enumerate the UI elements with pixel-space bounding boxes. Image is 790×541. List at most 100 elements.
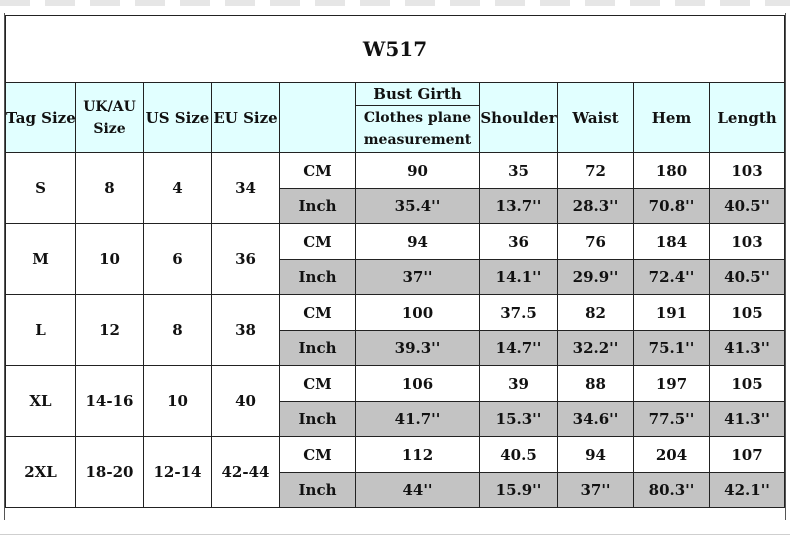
cell-tag-size: XL <box>5 365 76 437</box>
cell-length-inch: 40.5'' <box>708 188 786 224</box>
cell-uk-au-size: 12 <box>75 294 144 366</box>
cell-shoulder-inch: 14.1'' <box>479 259 558 295</box>
cell-unit-inch: Inch <box>279 259 356 295</box>
cell-unit-cm: CM <box>279 365 356 402</box>
cell-unit-cm: CM <box>279 294 356 331</box>
cell-waist-cm: 72 <box>557 152 634 189</box>
cell-hem-cm: 184 <box>633 223 710 260</box>
cell-eu-size: 36 <box>211 223 280 295</box>
cell-bust-cm: 94 <box>355 223 480 260</box>
cell-bust-inch: 39.3'' <box>355 330 480 366</box>
cell-unit-cm: CM <box>279 223 356 260</box>
header-shoulder: Shoulder <box>479 82 558 153</box>
header-us-size: US Size <box>143 82 212 153</box>
cell-uk-au-size: 18-20 <box>75 436 144 508</box>
cell-hem-inch: 70.8'' <box>633 188 710 224</box>
cell-bust-cm: 100 <box>355 294 480 331</box>
cell-tag-size: M <box>5 223 76 295</box>
header-bust-subtitle: Clothes plane measurement <box>355 105 480 153</box>
cell-shoulder-inch: 14.7'' <box>479 330 558 366</box>
cell-length-inch: 40.5'' <box>708 259 786 295</box>
chart-title: W517 <box>4 15 786 83</box>
cell-length-inch: 42.1'' <box>708 472 786 508</box>
cell-bust-cm: 112 <box>355 436 480 473</box>
cell-waist-cm: 76 <box>557 223 634 260</box>
cell-bust-inch: 37'' <box>355 259 480 295</box>
cell-unit-cm: CM <box>279 152 356 189</box>
header-bust-sub-line1: Clothes plane <box>363 110 472 126</box>
cell-hem-inch: 72.4'' <box>633 259 710 295</box>
header-uk-au-line1: UK/AU <box>83 98 136 115</box>
header-uk-au-line2: Size <box>93 120 126 137</box>
cell-waist-inch: 32.2'' <box>557 330 634 366</box>
cell-waist-inch: 37'' <box>557 472 634 508</box>
cell-unit-inch: Inch <box>279 401 356 437</box>
cell-bust-inch: 41.7'' <box>355 401 480 437</box>
header-uk-au-size: UK/AU Size <box>75 82 144 153</box>
cell-eu-size: 34 <box>211 152 280 224</box>
cell-hem-cm: 180 <box>633 152 710 189</box>
cell-hem-inch: 75.1'' <box>633 330 710 366</box>
cell-waist-cm: 82 <box>557 294 634 331</box>
cell-shoulder-cm: 36 <box>479 223 558 260</box>
bottom-divider <box>0 534 790 535</box>
table-frame <box>4 13 786 520</box>
cell-waist-cm: 94 <box>557 436 634 473</box>
header-bust-sub-line2: measurement <box>363 132 472 148</box>
cell-unit-inch: Inch <box>279 330 356 366</box>
cell-length-cm: 107 <box>708 436 786 473</box>
cell-hem-cm: 191 <box>633 294 710 331</box>
cell-hem-inch: 80.3'' <box>633 472 710 508</box>
cell-hem-cm: 197 <box>633 365 710 402</box>
cell-tag-size: L <box>5 294 76 366</box>
cell-waist-inch: 28.3'' <box>557 188 634 224</box>
cell-length-inch: 41.3'' <box>708 330 786 366</box>
size-chart-table: W517 Tag Size UK/AU Size US Size EU Size… <box>4 15 786 508</box>
cell-shoulder-inch: 15.3'' <box>479 401 558 437</box>
cell-unit-inch: Inch <box>279 472 356 508</box>
cell-uk-au-size: 8 <box>75 152 144 224</box>
cell-unit-inch: Inch <box>279 188 356 224</box>
cell-bust-inch: 44'' <box>355 472 480 508</box>
cell-shoulder-cm: 37.5 <box>479 294 558 331</box>
cell-uk-au-size: 10 <box>75 223 144 295</box>
cell-eu-size: 40 <box>211 365 280 437</box>
cell-hem-inch: 77.5'' <box>633 401 710 437</box>
cell-us-size: 4 <box>143 152 212 224</box>
top-dashed-line <box>0 0 790 6</box>
cell-length-cm: 103 <box>708 152 786 189</box>
cell-us-size: 8 <box>143 294 212 366</box>
header-unit-blank <box>279 82 356 153</box>
header-bust-girth: Bust Girth <box>355 82 480 106</box>
cell-length-cm: 105 <box>708 365 786 402</box>
cell-shoulder-cm: 35 <box>479 152 558 189</box>
cell-length-cm: 103 <box>708 223 786 260</box>
cell-waist-cm: 88 <box>557 365 634 402</box>
header-tag-size: Tag Size <box>5 82 76 153</box>
cell-us-size: 12-14 <box>143 436 212 508</box>
cell-length-inch: 41.3'' <box>708 401 786 437</box>
cell-waist-inch: 29.9'' <box>557 259 634 295</box>
cell-uk-au-size: 14-16 <box>75 365 144 437</box>
cell-eu-size: 42-44 <box>211 436 280 508</box>
cell-waist-inch: 34.6'' <box>557 401 634 437</box>
cell-shoulder-cm: 39 <box>479 365 558 402</box>
cell-hem-cm: 204 <box>633 436 710 473</box>
cell-eu-size: 38 <box>211 294 280 366</box>
cell-us-size: 10 <box>143 365 212 437</box>
cell-tag-size: S <box>5 152 76 224</box>
cell-shoulder-inch: 13.7'' <box>479 188 558 224</box>
cell-bust-cm: 106 <box>355 365 480 402</box>
header-waist: Waist <box>557 82 634 153</box>
cell-length-cm: 105 <box>708 294 786 331</box>
cell-shoulder-inch: 15.9'' <box>479 472 558 508</box>
cell-unit-cm: CM <box>279 436 356 473</box>
header-length: Length <box>708 82 786 153</box>
header-eu-size: EU Size <box>211 82 280 153</box>
cell-shoulder-cm: 40.5 <box>479 436 558 473</box>
cell-tag-size: 2XL <box>5 436 76 508</box>
cell-us-size: 6 <box>143 223 212 295</box>
cell-bust-cm: 90 <box>355 152 480 189</box>
cell-bust-inch: 35.4'' <box>355 188 480 224</box>
header-hem: Hem <box>633 82 710 153</box>
